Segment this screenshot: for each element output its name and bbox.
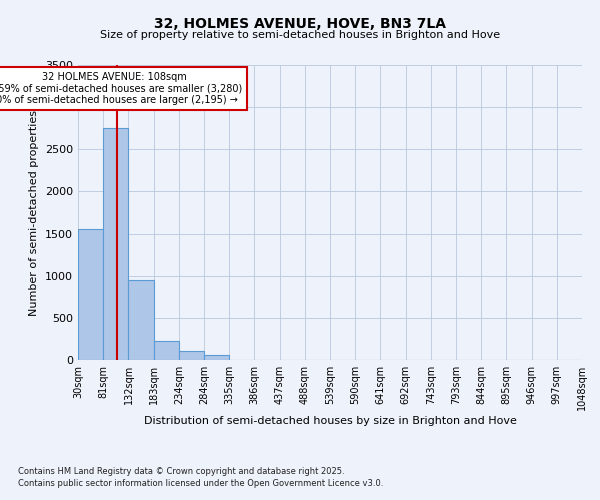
Bar [103, 128, 128, 360]
Bar [154, 342, 179, 360]
Bar [78, 230, 103, 360]
Bar [204, 356, 229, 360]
X-axis label: Distribution of semi-detached houses by size in Brighton and Hove: Distribution of semi-detached houses by … [143, 416, 517, 426]
Bar [179, 351, 204, 360]
Text: Size of property relative to semi-detached houses in Brighton and Hove: Size of property relative to semi-detach… [100, 30, 500, 40]
Text: Contains HM Land Registry data © Crown copyright and database right 2025.: Contains HM Land Registry data © Crown c… [18, 467, 344, 476]
Bar [128, 280, 154, 360]
Text: Contains public sector information licensed under the Open Government Licence v3: Contains public sector information licen… [18, 478, 383, 488]
Text: 32 HOLMES AVENUE: 108sqm
← 59% of semi-detached houses are smaller (3,280)
40% o: 32 HOLMES AVENUE: 108sqm ← 59% of semi-d… [0, 72, 242, 105]
Y-axis label: Number of semi-detached properties: Number of semi-detached properties [29, 110, 40, 316]
Text: 32, HOLMES AVENUE, HOVE, BN3 7LA: 32, HOLMES AVENUE, HOVE, BN3 7LA [154, 18, 446, 32]
